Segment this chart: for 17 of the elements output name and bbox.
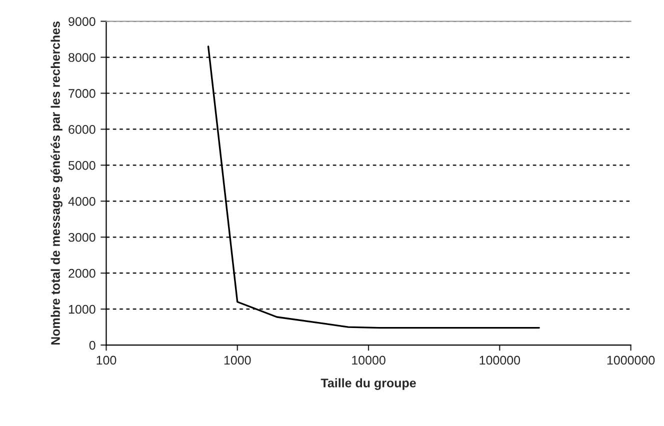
x-tick-label: 100 <box>96 356 116 365</box>
y-tick-label: 6000 <box>68 125 96 134</box>
y-tick-label: 2000 <box>68 268 96 278</box>
x-tick-label: 1000 <box>224 356 251 365</box>
y-tick-label: 0 <box>89 340 96 350</box>
x-axis-title: Taille du groupe <box>320 378 416 390</box>
y-tick-label: 7000 <box>68 89 96 98</box>
x-tick-label: 100000 <box>480 356 520 365</box>
y-axis-title: Nombre total de messages générés par les recherches <box>50 21 62 345</box>
x-tick-label: 1000000 <box>607 356 655 365</box>
y-tick-label: 8000 <box>68 53 96 62</box>
y-tick-label: 3000 <box>68 232 96 242</box>
y-tick-label: 5000 <box>68 160 96 170</box>
x-tick-label: 10000 <box>352 356 386 365</box>
y-tick-label: 9000 <box>68 17 96 26</box>
y-tick-label: 4000 <box>68 196 96 206</box>
y-tick-label: 1000 <box>68 304 96 314</box>
